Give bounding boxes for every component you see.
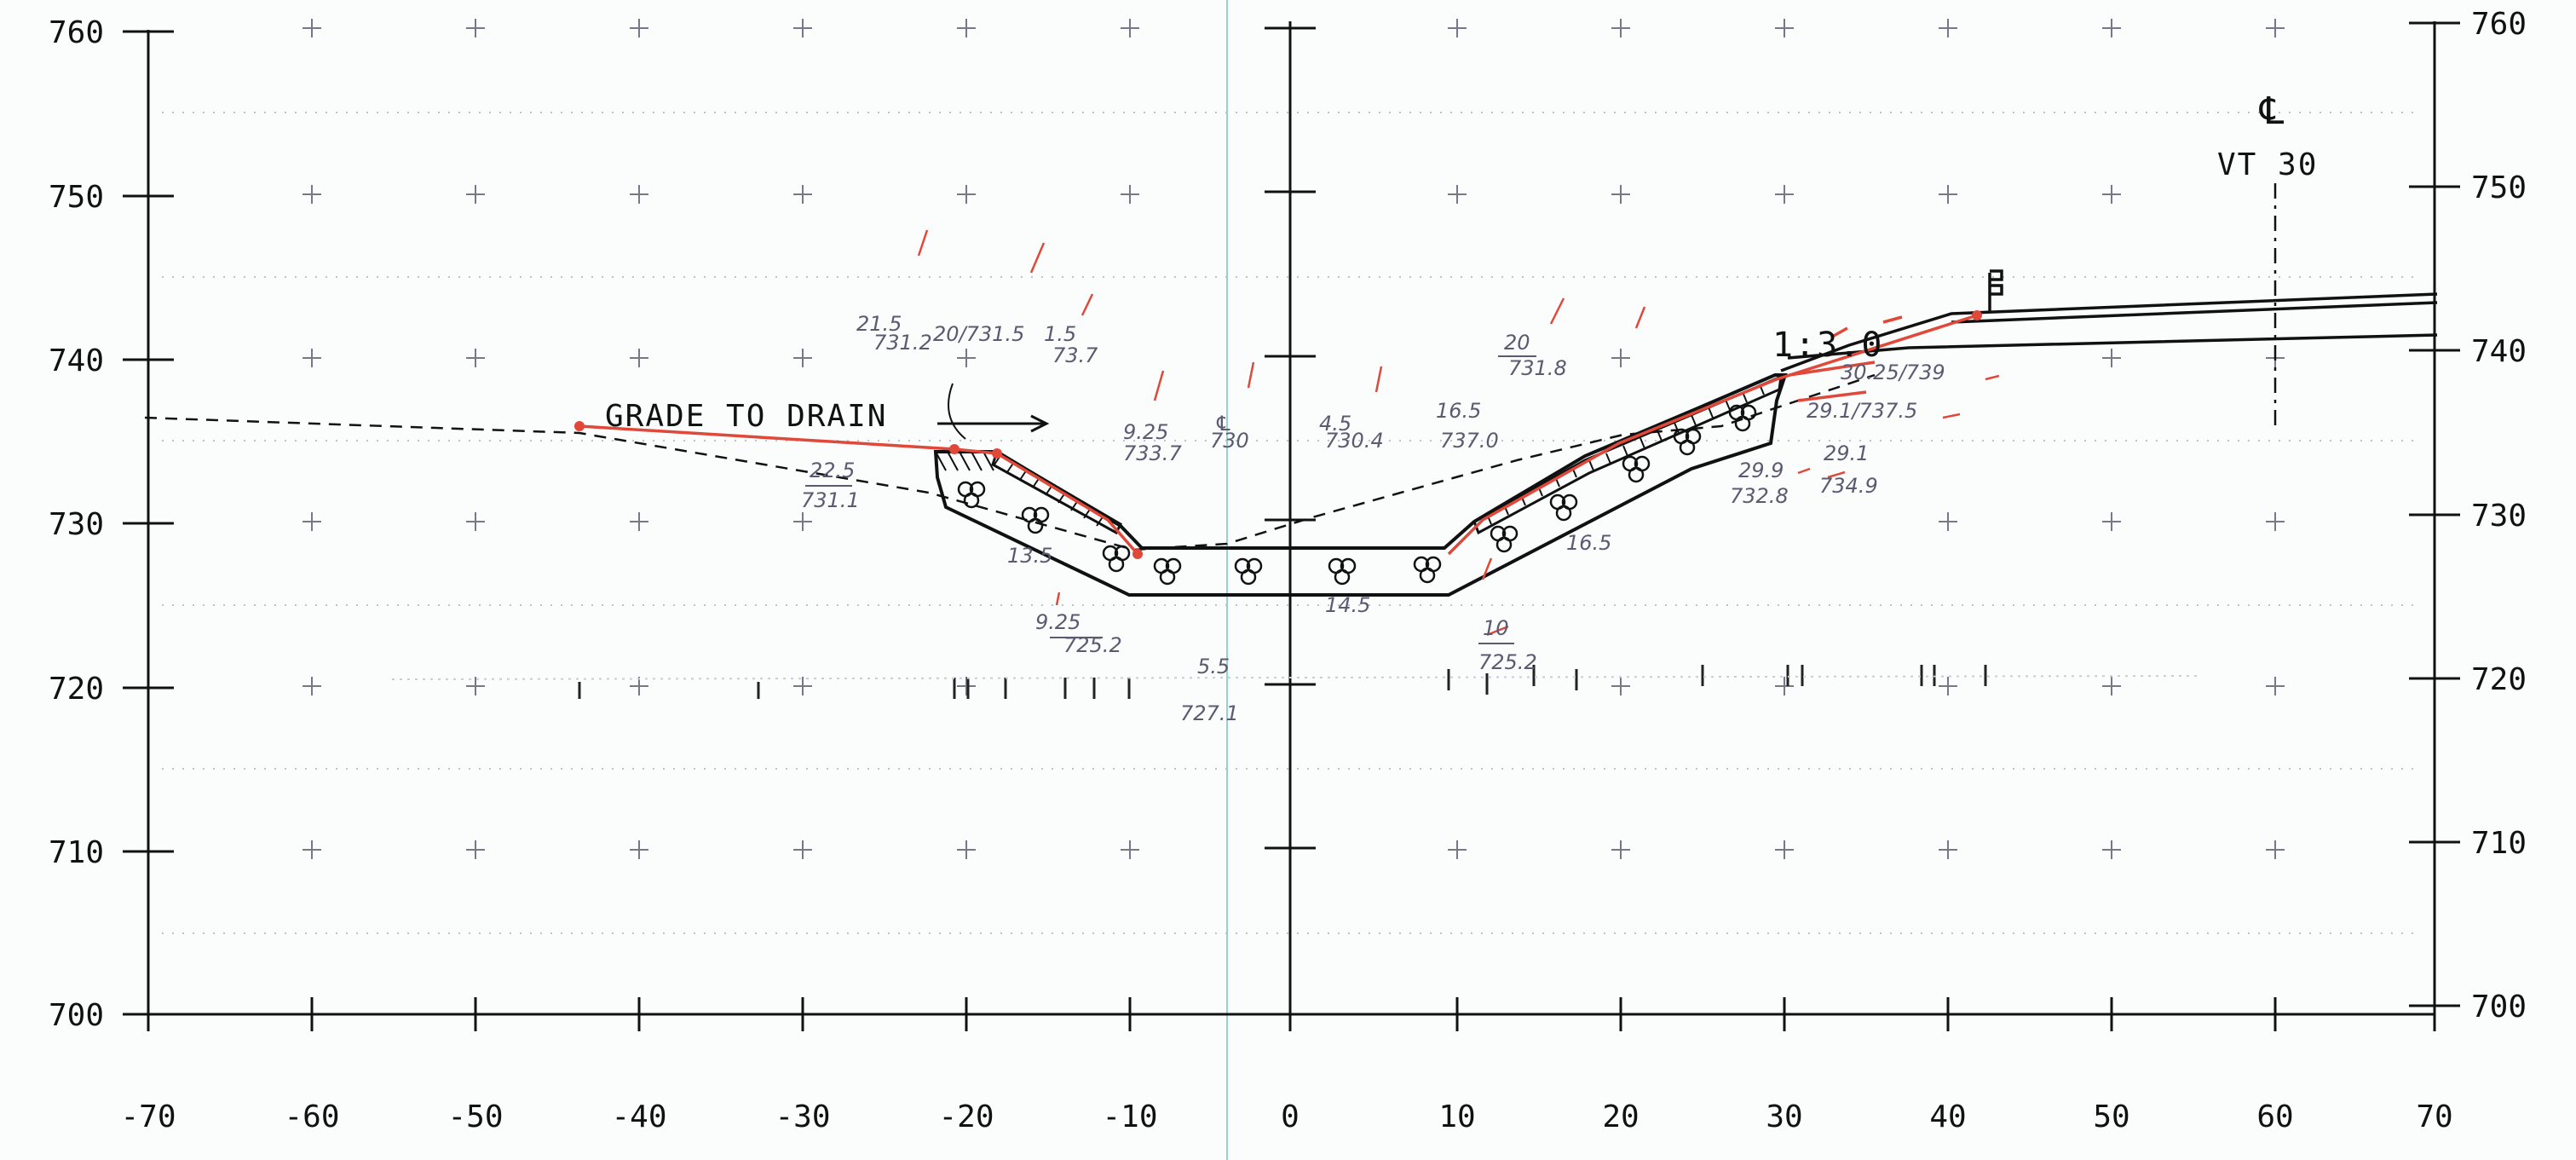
svg-text:737.0: 737.0 (1440, 429, 1499, 453)
x-label: 30 (1766, 1099, 1802, 1134)
y-label-740-right: 740 (2471, 334, 2527, 369)
x-label: 0 (1281, 1099, 1300, 1134)
station-ticks (578, 665, 1987, 699)
hatched-lining (935, 374, 1783, 535)
svg-text:14.5: 14.5 (1325, 593, 1370, 617)
y-label-720-right: 720 (2471, 662, 2527, 697)
y-label-750-right: 750 (2471, 170, 2527, 205)
svg-text:16.5: 16.5 (1566, 531, 1611, 555)
svg-text:℄: ℄ (1214, 412, 1233, 436)
svg-text:20/731.5: 20/731.5 (933, 322, 1024, 346)
svg-text:731.1: 731.1 (801, 488, 860, 512)
svg-text:4.5: 4.5 (1319, 412, 1351, 436)
x-label: 60 (2256, 1099, 2293, 1134)
riprap-stones (957, 404, 1757, 586)
x-label: -60 (284, 1099, 339, 1134)
svg-text:16.5: 16.5 (1436, 399, 1481, 423)
svg-text:733.7: 733.7 (1123, 441, 1182, 465)
svg-text:73.7: 73.7 (1052, 343, 1098, 367)
x-label: 20 (1602, 1099, 1639, 1134)
red-ticks (917, 229, 2000, 637)
svg-text:20: 20 (1504, 331, 1530, 355)
x-label: -10 (1102, 1099, 1157, 1134)
faint-720-line (391, 675, 2199, 680)
svg-text:22.5: 22.5 (810, 459, 855, 482)
x-label: -30 (775, 1099, 830, 1134)
ditch-section (933, 373, 1788, 597)
pencil-underlines (805, 355, 1536, 644)
grid-crosses (303, 19, 2285, 859)
red-markups (579, 314, 1978, 556)
y-label-720-left: 720 (49, 672, 104, 707)
svg-text:10: 10 (1483, 616, 1509, 640)
svg-text:9.25: 9.25 (1035, 610, 1081, 634)
y-label-750-left: 750 (49, 180, 104, 215)
svg-text:727.1: 727.1 (1180, 701, 1239, 725)
svg-text:731.8: 731.8 (1508, 356, 1567, 380)
right-y-labels: 760 750 740 730 720 710 700 (2471, 7, 2527, 1024)
left-y-labels: 760 750 740 730 720 710 700 (49, 15, 104, 1033)
svg-text:9.25: 9.25 (1123, 420, 1168, 444)
grade-leader (948, 383, 966, 440)
road-section (1780, 269, 2438, 372)
x-label: -20 (938, 1099, 994, 1134)
svg-text:730: 730 (1210, 429, 1249, 453)
x-label: 40 (1929, 1099, 1966, 1134)
grade-to-drain-note: GRADE TO DRAIN (605, 399, 887, 434)
svg-text:5.5: 5.5 (1197, 655, 1230, 678)
slope-label: 1:3.0 (1772, 326, 1883, 365)
svg-text:29.9: 29.9 (1738, 459, 1784, 482)
red-points (574, 310, 1982, 559)
x-label: -40 (611, 1099, 666, 1134)
x-labels: -70 -60 -50 -40 -30 -20 -10 0 10 20 30 4… (120, 1099, 2452, 1134)
svg-text:730.4: 730.4 (1325, 429, 1384, 453)
svg-text:29.1/737.5: 29.1/737.5 (1807, 399, 1917, 423)
y-label-760-right: 760 (2471, 7, 2527, 42)
y-label-710-left: 710 (49, 835, 104, 870)
y-label-700-right: 700 (2471, 990, 2527, 1024)
svg-text:13.5: 13.5 (1007, 544, 1052, 568)
x-label: 10 (1438, 1099, 1475, 1134)
y-label-700-left: 700 (49, 998, 104, 1033)
svg-text:29.1: 29.1 (1824, 441, 1869, 465)
svg-text:731.2: 731.2 (873, 331, 932, 355)
x-label: 50 (2093, 1099, 2129, 1134)
grade-arrow (937, 414, 1050, 433)
axes-frame (123, 21, 2460, 1031)
svg-text:1.5: 1.5 (1044, 322, 1076, 346)
route-label: VT 30 (2217, 147, 2318, 182)
svg-text:725.2: 725.2 (1478, 650, 1537, 674)
svg-text:734.9: 734.9 (1819, 474, 1878, 498)
y-label-740-left: 740 (49, 343, 104, 378)
x-label: -70 (120, 1099, 176, 1134)
x-label: -50 (447, 1099, 503, 1134)
centerline-symbol: ℄ (2259, 89, 2285, 133)
svg-text:732.8: 732.8 (1730, 484, 1789, 508)
svg-text:21.5: 21.5 (856, 312, 902, 336)
x-label: 70 (2416, 1099, 2452, 1134)
dotted-guides (162, 112, 2420, 934)
pencil-notes: 21.5 731.2 20/731.5 1.5 73.7 22.5 731.1 … (801, 312, 1945, 725)
svg-text:30.25/739: 30.25/739 (1841, 361, 1945, 384)
y-label-760-left: 760 (49, 15, 104, 50)
y-label-730-right: 730 (2471, 499, 2527, 534)
y-label-730-left: 730 (49, 507, 104, 542)
y-label-710-right: 710 (2471, 826, 2527, 861)
